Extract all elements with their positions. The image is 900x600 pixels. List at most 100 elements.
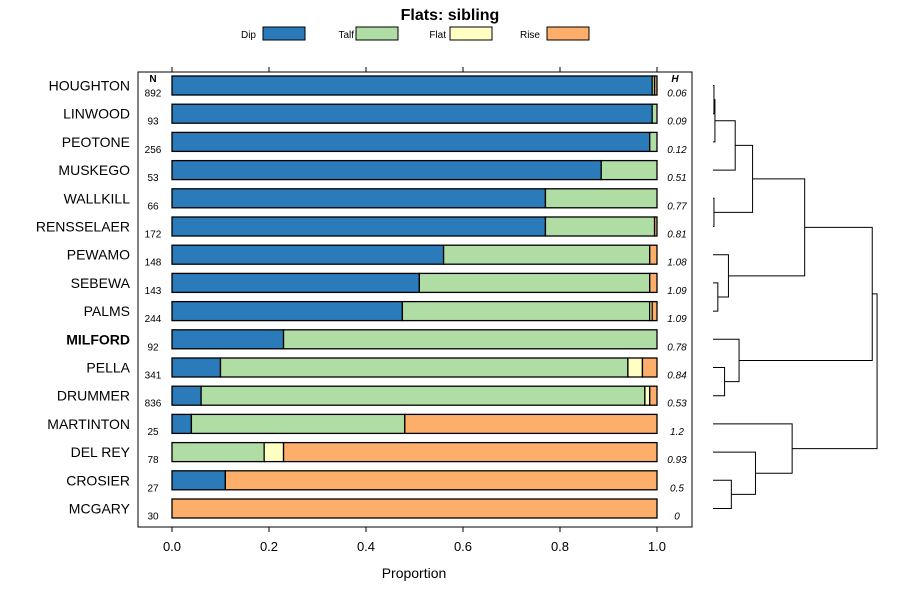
dendrogram-branch-c4 xyxy=(713,197,715,227)
dendrogram-link-c2 xyxy=(713,99,716,143)
bar-segment-palms-talf xyxy=(401,300,651,322)
dendrogram-branch-c1 xyxy=(713,85,715,115)
h-value-muskego: 0.51 xyxy=(667,173,686,184)
bar-segment-muskego-dip xyxy=(171,159,602,181)
bar-segment-del-rey-flat xyxy=(263,441,285,463)
n-value-drummer: 836 xyxy=(145,399,162,410)
dendrogram-link-c12 xyxy=(713,479,732,509)
bar-segment-pella-rise xyxy=(641,357,658,378)
x-tick-label-2: 0.4 xyxy=(357,539,375,554)
x-tick-label-3: 0.6 xyxy=(454,539,472,554)
bar-segment-mcgary-rise xyxy=(171,498,658,519)
bar-segment-crosier-rise xyxy=(224,470,658,491)
bar-segment-milford-talf xyxy=(282,329,658,350)
dendrogram-link-c6 xyxy=(713,282,719,312)
legend-label-rise: Rise xyxy=(520,30,540,41)
dendrogram-link-c10 xyxy=(713,338,740,383)
dendrogram xyxy=(713,85,878,509)
bar-segment-peotone-talf xyxy=(649,131,658,153)
bar-segment-pewamo-talf xyxy=(442,244,651,265)
dendrogram-branch-c9 xyxy=(713,367,726,397)
legend-swatch-talf xyxy=(355,26,399,41)
h-value-mcgary: 0 xyxy=(674,512,680,523)
category-label-wallkill: WALLKILL xyxy=(64,190,131,206)
bar-segment-wallkill-talf xyxy=(544,188,658,209)
dendrogram-link-c3 xyxy=(713,120,736,171)
n-value-rensselaer: 172 xyxy=(145,230,162,241)
dendrogram-branch-c2 xyxy=(713,99,716,143)
h-value-martinton: 1.2 xyxy=(670,427,684,438)
x-axis: 0.0 0.2 0.4 0.6 0.8 1.0 xyxy=(163,67,666,554)
n-value-linwood: 93 xyxy=(147,117,159,128)
bar-segment-linwood-dip xyxy=(171,103,653,124)
bar-segment-pella-talf xyxy=(219,357,629,378)
n-value-peotone: 256 xyxy=(145,145,162,156)
bar-segment-muskego-talf xyxy=(600,159,658,181)
dendrogram-link-c8 xyxy=(728,178,806,277)
h-column-header: H xyxy=(671,74,679,85)
category-label-pella: PELLA xyxy=(86,360,130,376)
category-label-sebewa: SEBEWA xyxy=(71,275,131,291)
n-value-palms: 244 xyxy=(145,314,162,325)
category-label-mcgary: MCGARY xyxy=(69,501,131,517)
bar-segment-martinton-talf xyxy=(190,413,406,435)
x-tick-label-4: 0.8 xyxy=(551,539,569,554)
n-value-wallkill: 66 xyxy=(147,201,159,212)
bar-segment-del-rey-rise xyxy=(282,441,658,463)
bar-segment-rensselaer-rise xyxy=(653,216,658,237)
bar-segment-crosier-dip xyxy=(171,470,226,491)
dendrogram-link-c1 xyxy=(713,85,715,115)
legend-swatch-dip xyxy=(262,26,306,41)
h-value-linwood: 0.09 xyxy=(667,117,687,128)
bar-segment-martinton-dip xyxy=(171,413,193,435)
bar-segment-linwood-talf xyxy=(651,103,658,124)
dendrogram-link-c5 xyxy=(713,144,754,213)
legend: Dip Talf Flat Rise xyxy=(241,26,590,41)
bar-segment-milford-dip xyxy=(171,329,285,350)
h-value-peotone: 0.12 xyxy=(667,145,687,156)
dendrogram-branch-c11 xyxy=(739,226,873,361)
dendrogram-branch-c15 xyxy=(792,293,878,450)
x-axis-title: Proportion xyxy=(382,565,447,581)
dendrogram-branch-c3 xyxy=(713,120,736,171)
bar-segment-pella-dip xyxy=(171,357,222,378)
h-value-drummer: 0.53 xyxy=(667,399,687,410)
x-tick-label-1: 0.2 xyxy=(260,539,278,554)
n-value-milford: 92 xyxy=(147,342,159,353)
dendrogram-link-c14 xyxy=(713,423,793,474)
dendrogram-link-c11 xyxy=(739,226,873,361)
dendrogram-branch-c7 xyxy=(713,254,729,298)
bar-segment-wallkill-dip xyxy=(171,188,547,209)
n-value-pewamo: 148 xyxy=(145,258,162,269)
category-label-houghton: HOUGHTON xyxy=(49,78,130,94)
bar-segment-drummer-talf xyxy=(200,385,646,406)
bar-segment-drummer-rise xyxy=(649,385,658,406)
bar-segment-rensselaer-talf xyxy=(544,216,656,237)
bar-segment-pewamo-dip xyxy=(171,244,445,265)
bar-segment-houghton-rise xyxy=(653,75,658,96)
h-value-crosier: 0.5 xyxy=(670,483,684,494)
n-value-crosier: 27 xyxy=(147,483,159,494)
n-value-mcgary: 30 xyxy=(147,512,159,523)
dendrogram-branch-c14 xyxy=(713,423,793,474)
chart-title: Flats: sibling xyxy=(401,7,500,24)
dendrogram-branch-c12 xyxy=(713,479,732,509)
x-tick-label-5: 1.0 xyxy=(648,539,666,554)
dendrogram-branch-c6 xyxy=(713,282,719,312)
plot-frame xyxy=(137,71,693,528)
category-label-pewamo: PEWAMO xyxy=(67,247,130,263)
h-value-del-rey: 0.93 xyxy=(667,455,687,466)
h-value-wallkill: 0.77 xyxy=(667,201,687,212)
bar-segment-sebewa-dip xyxy=(171,272,421,294)
chart-rows: HOUGHTON 892 0.06 LINWOOD 93 0.09 PEOTONE 256 0.… xyxy=(36,75,687,523)
category-label-palms: PALMS xyxy=(84,303,130,319)
bar-segment-rensselaer-dip xyxy=(171,216,547,237)
legend-swatch-flat xyxy=(449,26,493,41)
x-tick-label-0: 0.0 xyxy=(163,539,181,554)
n-value-pella: 341 xyxy=(145,371,162,382)
bar-segment-palms-dip xyxy=(171,300,404,322)
n-value-del-rey: 78 xyxy=(147,455,159,466)
category-label-peotone: PEOTONE xyxy=(62,134,130,150)
bar-segment-del-rey-talf xyxy=(171,441,265,463)
